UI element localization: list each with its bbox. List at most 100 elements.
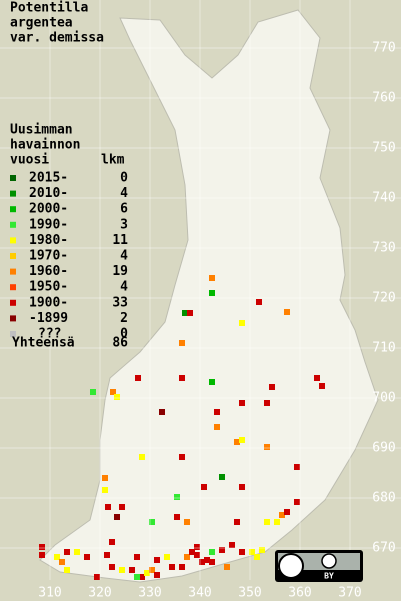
observation <box>179 564 185 570</box>
observation <box>214 424 220 430</box>
y-tick-label: 710 <box>372 341 395 356</box>
x-tick-label: 310 <box>38 586 61 601</box>
observation <box>229 542 235 548</box>
observation <box>319 383 325 389</box>
observation <box>209 275 215 281</box>
observation <box>109 539 115 545</box>
observation <box>274 519 280 525</box>
x-tick-label: 320 <box>88 586 111 601</box>
observation <box>139 574 145 580</box>
legend-label: ??? <box>38 327 61 342</box>
legend-swatch <box>10 237 16 244</box>
observation <box>219 547 225 553</box>
y-tick-label: 730 <box>372 241 395 256</box>
observation <box>194 544 200 550</box>
legend-swatch <box>10 299 16 306</box>
observation <box>184 519 190 525</box>
observation <box>64 549 70 555</box>
observation <box>264 519 270 525</box>
observation <box>134 574 140 580</box>
y-tick-label: 680 <box>372 491 395 506</box>
observation <box>209 290 215 296</box>
observation <box>224 564 230 570</box>
legend-label: 1990- <box>29 217 68 232</box>
observation <box>187 310 193 316</box>
x-tick-label: 330 <box>138 586 161 601</box>
observation <box>139 454 145 460</box>
observation <box>164 554 170 560</box>
y-tick-label: 750 <box>372 141 395 156</box>
observation <box>149 567 155 573</box>
observation <box>314 375 320 381</box>
y-tick-label: 760 <box>372 91 395 106</box>
observation <box>105 504 111 510</box>
observation <box>174 514 180 520</box>
observation <box>279 512 285 518</box>
observations <box>39 275 325 580</box>
y-tick-label: 740 <box>372 191 395 206</box>
badge-text: BY <box>324 572 334 581</box>
y-tick-label: 770 <box>372 41 395 56</box>
observation <box>209 379 215 385</box>
observation <box>204 557 210 563</box>
observation <box>159 409 165 415</box>
observation <box>94 574 100 580</box>
legend-count: 0 <box>120 327 128 342</box>
observation <box>234 439 240 445</box>
observation <box>254 554 260 560</box>
observation <box>102 487 108 493</box>
legend-count: 4 <box>120 186 128 201</box>
observation <box>104 552 110 558</box>
observation <box>119 504 125 510</box>
total-label: Yhteensä <box>12 336 75 351</box>
observation <box>90 389 96 395</box>
legend-count: 11 <box>112 233 128 248</box>
observation <box>109 564 115 570</box>
title-line: Potentilla <box>10 1 88 16</box>
observation <box>114 394 120 400</box>
observation <box>54 554 60 560</box>
observation <box>199 559 205 565</box>
legend-swatch <box>10 190 16 197</box>
legend-swatch <box>10 206 16 213</box>
observation <box>135 375 141 381</box>
legend-count: 0 <box>120 171 128 186</box>
observation <box>154 557 160 563</box>
observation <box>239 484 245 490</box>
observation <box>39 552 45 558</box>
legend-label: 2000- <box>29 202 68 217</box>
observation <box>84 554 90 560</box>
legend-count: 33 <box>112 295 128 310</box>
legend-label: 1900- <box>29 295 68 310</box>
legend-swatch <box>10 221 16 228</box>
observation <box>209 559 215 565</box>
observation <box>174 494 180 500</box>
observation <box>249 549 255 555</box>
observation <box>144 570 150 576</box>
legend-header: vuosi <box>10 153 49 168</box>
observation <box>264 444 270 450</box>
observation <box>214 409 220 415</box>
cc-icon <box>278 553 304 579</box>
legend-label: 1950- <box>29 280 68 295</box>
legend-count: 4 <box>120 280 128 295</box>
observation <box>239 400 245 406</box>
legend-label: 2015- <box>29 171 68 186</box>
observation <box>239 320 245 326</box>
legend-label: 2010- <box>29 186 68 201</box>
observation <box>149 519 155 525</box>
observation <box>114 514 120 520</box>
by-icon <box>321 553 337 569</box>
title-line: argentea <box>10 16 73 31</box>
observation <box>184 554 190 560</box>
legend-swatch <box>10 284 16 291</box>
observation <box>74 549 80 555</box>
observation <box>201 484 207 490</box>
observation <box>154 572 160 578</box>
legend-swatch <box>10 315 16 322</box>
legend-header: Uusimman <box>10 123 73 138</box>
legend-count: 3 <box>120 217 128 232</box>
x-tick-label: 360 <box>288 586 311 601</box>
observation <box>179 340 185 346</box>
legend-header: lkm <box>101 153 125 168</box>
